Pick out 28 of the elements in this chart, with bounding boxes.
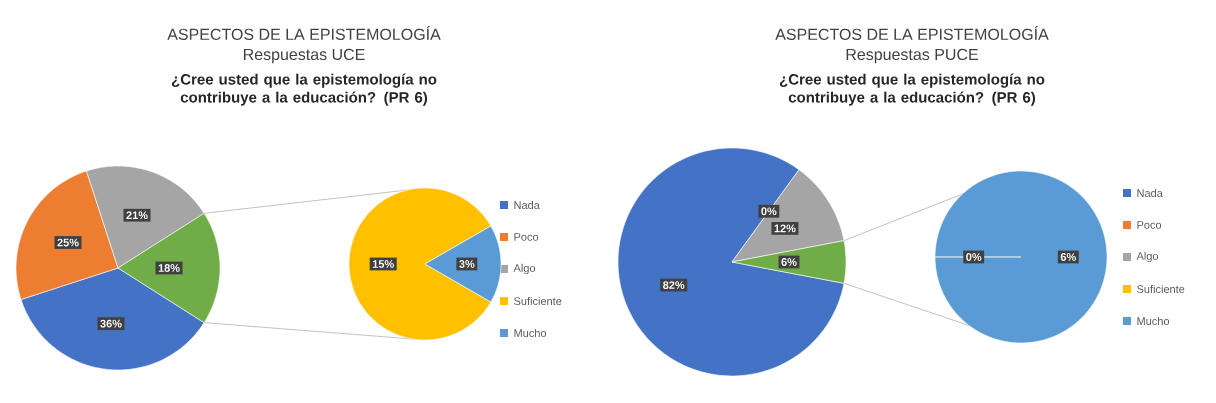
legend-label: Poco bbox=[514, 233, 539, 241]
data-label: 36% bbox=[100, 319, 122, 328]
data-label: 6% bbox=[1060, 253, 1076, 261]
legend-label: Algo bbox=[513, 263, 536, 275]
text: ¿Cree usted que la epistemología no contribuye a la educación? (PR 6) bbox=[171, 73, 437, 106]
chart-title: ASPECTOS DE LA EPISTEMOLOGÍA bbox=[167, 25, 441, 41]
legend-label: Suficiente bbox=[514, 296, 562, 306]
text: ¿Cree usted que la epistemología no contribuye a la educación? (PR 6) bbox=[779, 73, 1045, 106]
legend-label: Nada bbox=[514, 200, 540, 210]
data-label: 3% bbox=[459, 260, 475, 268]
legend-label: Nada bbox=[1137, 188, 1163, 198]
chart-subtitle: Respuestas PUCE bbox=[846, 48, 978, 64]
data-label: 12% bbox=[774, 224, 796, 233]
data-label: 25% bbox=[57, 238, 79, 247]
data-label: 21% bbox=[126, 211, 148, 220]
data-label: 6% bbox=[781, 258, 797, 266]
data-label: 15% bbox=[372, 260, 394, 268]
chart-title: ASPECTOS DE LA EPISTEMOLOGÍA bbox=[775, 25, 1049, 41]
legend-label: Mucho bbox=[514, 328, 547, 338]
legend-label: Algo bbox=[1136, 251, 1159, 263]
text: 0% bbox=[761, 207, 777, 216]
legend-label: Suficiente bbox=[1137, 284, 1185, 294]
text: 0% bbox=[966, 253, 982, 261]
legend-label: Mucho bbox=[1137, 316, 1170, 326]
data-label: 18% bbox=[158, 264, 180, 272]
chart-subtitle: Respuestas UCE bbox=[243, 48, 365, 64]
data-label: 82% bbox=[663, 281, 685, 289]
legend-label: Poco bbox=[1137, 221, 1162, 229]
